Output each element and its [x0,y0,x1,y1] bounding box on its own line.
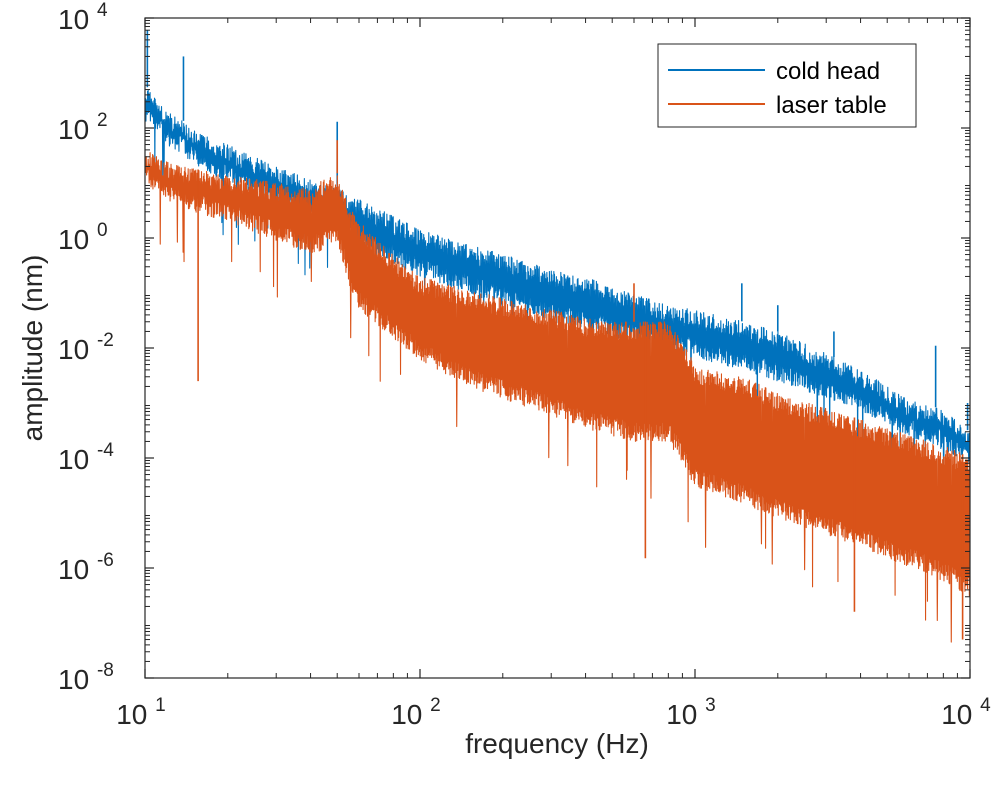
series-line-laser-table [144,152,971,643]
y-tick-label: 10 4 [58,0,108,35]
x-tick-label: 10 4 [941,695,991,730]
x-tick-label: 10 1 [116,695,166,730]
x-tick-labels: 10 1 10 2 10 3 10 4 [116,695,991,730]
series-laser-table [144,140,971,643]
y-tick-labels: 10 -8 10 -6 10 -4 10 -2 10 0 10 2 10 4 [58,0,114,695]
axes-box [144,17,971,679]
y-tick-label: 10 -4 [58,440,114,475]
minor-tick-layer [145,18,970,678]
y-tick-label: 10 2 [58,110,108,145]
y-tick-label: 10 0 [58,220,108,255]
y-tick-label: 10 -6 [58,550,114,585]
series-layer [144,30,971,643]
legend-label-cold-head: cold head [776,58,880,85]
y-axis-label: amplitude (nm) [17,255,48,442]
y-tick-label: 10 -2 [58,330,114,365]
legend: cold head laser table [657,43,917,128]
x-tick-label: 10 2 [391,695,441,730]
legend-label-laser-table: laser table [776,92,887,119]
x-tick-label: 10 3 [666,695,716,730]
x-axis-label: frequency (Hz) [465,728,649,759]
y-tick-label: 10 -8 [58,660,114,695]
legend-box [657,43,917,128]
